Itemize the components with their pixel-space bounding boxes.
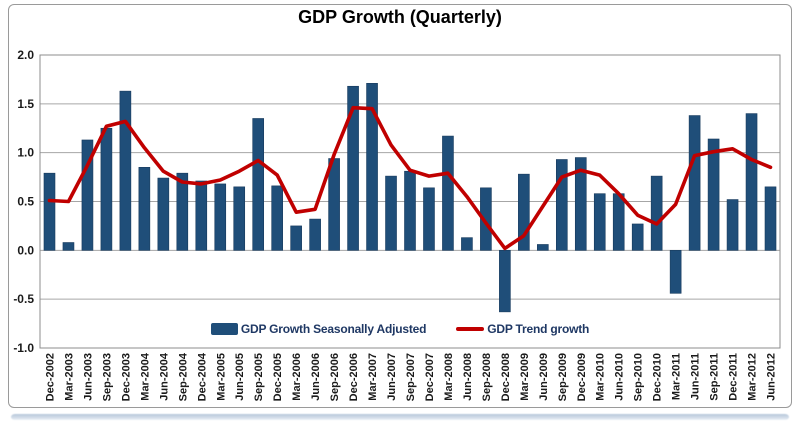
bar: [404, 170, 416, 251]
x-axis-label: Mar-2003: [63, 353, 75, 401]
x-axis-label: Dec-2005: [272, 353, 284, 401]
x-axis-label: Jun-2005: [234, 353, 246, 401]
bar: [271, 185, 283, 251]
y-axis-label: 2.0: [17, 48, 34, 62]
bar: [157, 177, 170, 251]
y-axis-label: 0.5: [17, 195, 34, 209]
x-axis-label: Mar-2008: [443, 353, 455, 401]
legend-item-line: GDP Trend growth: [456, 322, 589, 336]
bar: [385, 175, 397, 251]
x-axis-label: Dec-2010: [652, 353, 664, 401]
x-axis-label: Jun-2010: [614, 353, 626, 401]
bar: [233, 186, 246, 251]
x-axis-label: Jun-2006: [310, 353, 322, 401]
x-axis-label: Mar-2009: [519, 353, 531, 401]
x-axis-label: Sep-2010: [633, 353, 645, 401]
bar: [81, 139, 94, 251]
bar: [480, 187, 492, 251]
x-axis-label: Mar-2007: [367, 353, 379, 401]
bar: [650, 175, 663, 251]
bar: [764, 186, 777, 251]
legend-item-bars: GDP Growth Seasonally Adjusted: [210, 322, 427, 336]
x-axis-label: Sep-2005: [253, 353, 265, 401]
plot-border: [39, 54, 781, 349]
x-axis-label: Jun-2012: [766, 353, 778, 401]
trend-line: [47, 105, 773, 251]
x-axis-label: Sep-2008: [481, 353, 493, 401]
x-axis-label: Jun-2007: [386, 353, 398, 401]
bar: [518, 173, 530, 251]
bar: [62, 242, 75, 251]
bar: [309, 218, 321, 251]
bar: [574, 157, 587, 251]
bar: [461, 237, 473, 251]
y-axis-label: 1.0: [17, 146, 34, 160]
bar: [555, 159, 568, 251]
bar: [537, 244, 549, 251]
bar: [138, 167, 151, 251]
x-axis-label: Mar-2005: [215, 353, 227, 401]
x-axis-label: Mar-2006: [291, 353, 303, 401]
y-axis-label: -1.0: [13, 341, 34, 355]
x-axis-label: Dec-2007: [424, 353, 436, 401]
bar: [252, 118, 265, 251]
bar: [328, 158, 340, 251]
image-drop-shadow: [11, 414, 789, 420]
bar: [499, 250, 511, 313]
bar: [43, 172, 56, 251]
bar: [347, 85, 359, 251]
chart-title: GDP Growth (Quarterly): [298, 7, 502, 27]
bar: [119, 90, 132, 251]
bar: [366, 83, 378, 251]
x-axis-label: Sep-2009: [557, 353, 569, 401]
x-axis-label: Jun-2008: [462, 353, 474, 401]
legend-label-bars: GDP Growth Seasonally Adjusted: [240, 322, 427, 336]
x-axis-label: Sep-2006: [329, 353, 341, 401]
bar: [726, 199, 739, 251]
bar: [612, 193, 625, 251]
x-axis-label: Dec-2011: [728, 353, 740, 401]
legend-label-line: GDP Trend growth: [487, 322, 590, 336]
x-axis-label: Dec-2009: [576, 353, 588, 401]
x-axis-label: Jun-2011: [690, 353, 702, 400]
bar: [423, 187, 435, 251]
x-axis-label: Dec-2003: [120, 353, 132, 401]
bar: [593, 193, 606, 251]
x-axis-label: Sep-2007: [405, 353, 417, 401]
x-axis-label: Jun-2009: [538, 353, 550, 401]
bar: [442, 135, 454, 251]
x-axis-label: Jun-2004: [158, 352, 170, 401]
bar: [176, 172, 189, 251]
bar: [688, 115, 701, 251]
bar: [100, 127, 113, 251]
y-axis-label: 1.5: [17, 97, 34, 111]
x-axis-label: Dec-2002: [44, 353, 56, 401]
line-series-swatch-icon: [456, 327, 485, 331]
y-axis-label: -0.5: [13, 292, 34, 306]
x-axis-label: Mar-2011: [671, 353, 683, 400]
x-axis-label: Dec-2006: [348, 353, 360, 401]
bar: [214, 183, 227, 251]
bar: [290, 225, 302, 251]
x-axis-label: Sep-2004: [177, 352, 189, 401]
bar-series-swatch-icon: [210, 323, 238, 335]
bar: [195, 180, 208, 251]
x-axis-label: Jun-2003: [82, 353, 94, 401]
x-axis-label: Dec-2008: [500, 353, 512, 401]
bar: [707, 138, 720, 251]
bar: [745, 113, 758, 251]
legend: GDP Growth Seasonally Adjusted GDP Trend…: [0, 322, 800, 336]
x-axis-label: Sep-2003: [101, 353, 113, 401]
y-axis-label: 0.0: [17, 243, 34, 257]
bar: [631, 223, 644, 251]
x-axis-label: Sep-2011: [709, 353, 721, 401]
x-axis-label: Mar-2010: [595, 353, 607, 401]
bar: [669, 250, 682, 294]
x-axis-label: Mar-2012: [747, 353, 759, 401]
x-axis-label: Dec-2004: [196, 352, 208, 401]
x-axis-label: Mar-2004: [139, 352, 151, 401]
